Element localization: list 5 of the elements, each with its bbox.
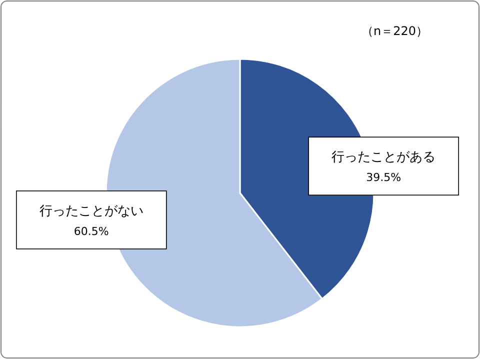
data-label: 60.5% bbox=[74, 224, 109, 238]
slice-label: 行ったことがない bbox=[39, 204, 144, 219]
slice-label: 行ったことがある bbox=[332, 150, 436, 166]
data-label: 39.5% bbox=[366, 171, 402, 184]
text: （n＝220） bbox=[361, 24, 428, 38]
